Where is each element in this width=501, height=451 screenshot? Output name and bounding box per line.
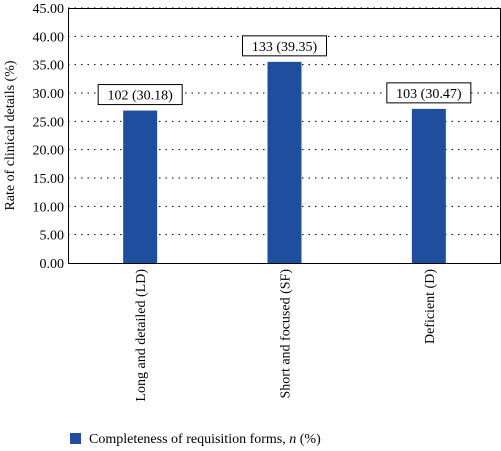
y-tick-label: 20.00 xyxy=(33,144,65,159)
data-label-box xyxy=(386,82,472,104)
data-label-box xyxy=(242,35,327,57)
data-label-box xyxy=(97,84,183,106)
legend-label-suffix: (%) xyxy=(296,432,321,447)
data-labels: 102 (30.18) 133 (39.35) 103 (30.47) xyxy=(97,35,472,106)
y-tick-label: 40.00 xyxy=(33,30,65,45)
y-tick-label: 25.00 xyxy=(33,115,65,130)
data-label-text: 133 (39.35) xyxy=(252,40,318,55)
bar xyxy=(411,108,446,263)
data-label-text: 103 (30.47) xyxy=(396,87,462,102)
data-label: 133 (39.35) xyxy=(242,35,327,57)
data-label: 102 (30.18) xyxy=(97,84,183,106)
legend: Completeness of requisition forms, n (%) xyxy=(70,432,321,447)
bar xyxy=(267,61,302,264)
y-tick-label: 5.00 xyxy=(40,229,65,244)
data-label: 103 (30.47) xyxy=(386,82,472,104)
y-axis-tick-labels: 0.00 5.00 10.00 15.00 20.00 25.00 30.00 35.00 40… xyxy=(33,2,65,272)
bar xyxy=(123,110,158,263)
y-tick-label: 35.00 xyxy=(33,59,65,74)
legend-label: Completeness of requisition forms, n (%) xyxy=(89,432,321,447)
y-tick-label: 10.00 xyxy=(33,200,65,215)
x-tick-label: Deficient (D) xyxy=(423,269,438,344)
x-tick-label: Long and detailed (LD) xyxy=(134,269,149,402)
data-label-text: 102 (30.18) xyxy=(108,89,174,104)
y-tick-label: 15.00 xyxy=(33,172,65,187)
y-tick-label: 0.00 xyxy=(40,257,65,272)
bars xyxy=(123,61,446,264)
x-axis-tick-labels: Long and detailed (LD) Short and focused … xyxy=(134,269,438,402)
y-tick-label: 30.00 xyxy=(33,87,65,102)
legend-swatch xyxy=(70,433,81,444)
x-tick-label: Short and focused (SF) xyxy=(279,269,294,399)
y-tick-label: 45.00 xyxy=(33,2,65,17)
legend-label-prefix: Completeness of requisition forms, xyxy=(89,432,289,447)
y-axis-title: Rate of clinical details (%) xyxy=(3,60,18,210)
legend-label-italic: n xyxy=(289,432,296,447)
